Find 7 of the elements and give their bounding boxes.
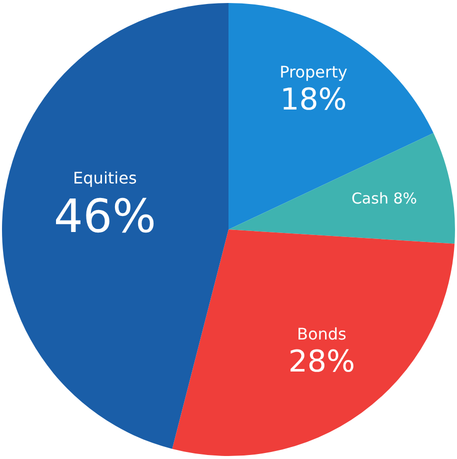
data-label: 28% (288, 344, 356, 380)
slice-label: Property (280, 62, 348, 82)
slice-label: Bonds (296, 324, 346, 344)
slice-label: Cash 8% (351, 190, 418, 208)
slice-label: Equities (73, 168, 137, 188)
data-label: 18% (280, 82, 347, 118)
data-label: 46% (54, 188, 156, 243)
